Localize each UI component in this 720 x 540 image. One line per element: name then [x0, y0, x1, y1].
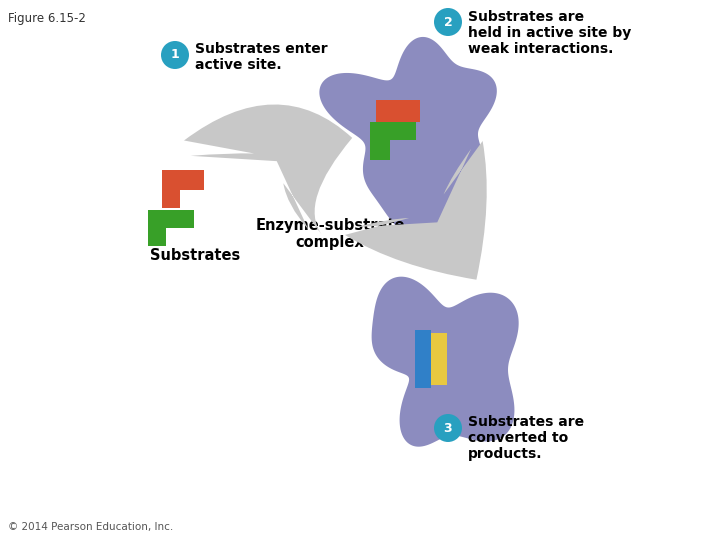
- Bar: [376, 122, 396, 138]
- Circle shape: [161, 41, 189, 69]
- Circle shape: [434, 414, 462, 442]
- Bar: [370, 140, 390, 160]
- Circle shape: [434, 8, 462, 36]
- Text: © 2014 Pearson Education, Inc.: © 2014 Pearson Education, Inc.: [8, 522, 174, 532]
- Text: Substrates are
held in active site by
weak interactions.: Substrates are held in active site by we…: [468, 10, 631, 56]
- Text: Substrates are
converted to
products.: Substrates are converted to products.: [468, 415, 584, 461]
- Bar: [148, 210, 194, 228]
- Text: 3: 3: [444, 422, 452, 435]
- Text: Substrates: Substrates: [150, 248, 240, 263]
- Text: 2: 2: [444, 16, 452, 29]
- Text: Figure 6.15-2: Figure 6.15-2: [8, 12, 86, 25]
- Bar: [162, 170, 204, 190]
- Text: Enzyme-substrate
complex: Enzyme-substrate complex: [256, 218, 405, 251]
- Text: Substrates enter
active site.: Substrates enter active site.: [195, 42, 328, 72]
- Polygon shape: [320, 37, 497, 237]
- Bar: [148, 210, 166, 246]
- Bar: [431, 333, 447, 385]
- Polygon shape: [372, 276, 518, 447]
- Text: 1: 1: [171, 49, 179, 62]
- Bar: [162, 190, 180, 208]
- Bar: [370, 122, 416, 140]
- Bar: [376, 100, 420, 122]
- Bar: [415, 330, 431, 388]
